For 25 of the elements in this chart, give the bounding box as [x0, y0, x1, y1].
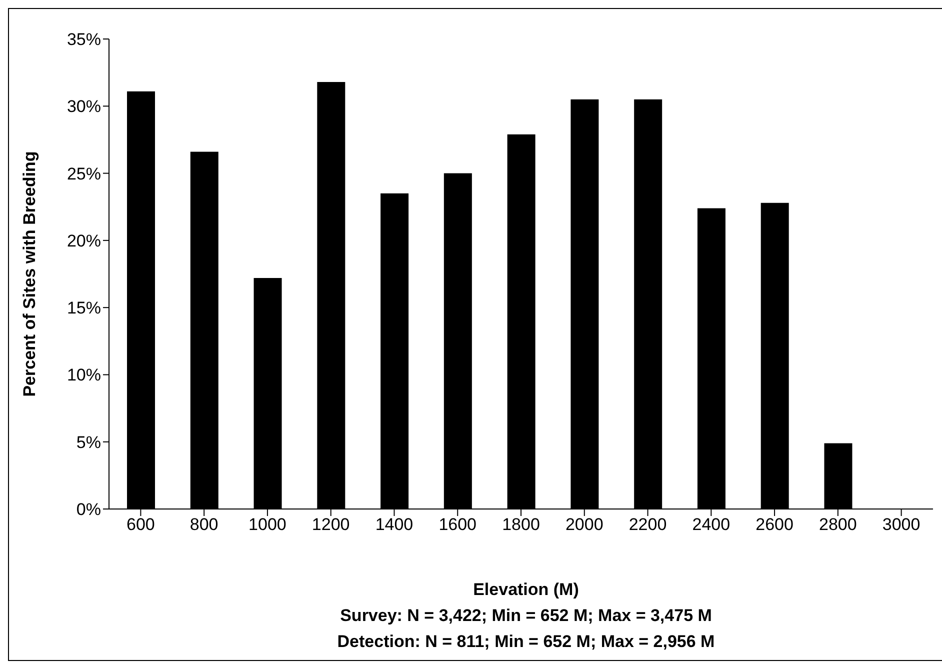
- x-tick-label: 2200: [628, 515, 667, 534]
- y-axis-title: Percent of Sites with Breeding: [20, 151, 40, 397]
- x-tick-label: 2000: [565, 515, 604, 534]
- x-tick-label: 2400: [692, 515, 730, 534]
- x-tick-label: 600: [126, 515, 155, 534]
- y-tick-label: 10%: [66, 366, 101, 385]
- x-tick-label: 1400: [375, 515, 414, 534]
- x-tick-label: 1600: [438, 515, 477, 534]
- y-tick-label: 35%: [66, 30, 101, 50]
- y-tick-label: 0%: [76, 500, 101, 520]
- y-tick-label: 20%: [66, 231, 101, 250]
- y-tick-label: 5%: [76, 432, 101, 452]
- x-tick-label: 2800: [819, 515, 857, 534]
- x-tick-label: 2600: [756, 515, 794, 534]
- y-tick-label: 15%: [66, 298, 101, 318]
- y-tick-label: 25%: [66, 164, 101, 184]
- x-tick-label: 1000: [248, 515, 286, 534]
- y-tick-label: 30%: [66, 97, 101, 116]
- text: Detection: N = 811; Min = 652 M; Max = 2,956 M: [336, 631, 716, 653]
- x-tick-label: 800: [190, 515, 218, 534]
- x-tick-label: 1200: [312, 515, 350, 534]
- text: Survey: N = 3,422; Min = 652 M; Max = 3,475 M: [339, 605, 713, 627]
- x-axis-title: Elevation (M): [472, 579, 580, 601]
- x-tick-label: 3000: [882, 515, 920, 534]
- x-tick-label: 1800: [502, 515, 540, 534]
